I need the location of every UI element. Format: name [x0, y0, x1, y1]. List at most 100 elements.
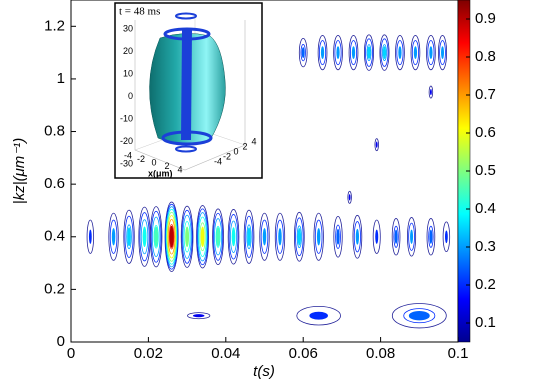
inset-z-tick: 10: [123, 68, 133, 78]
colorbar-tick-label: 0.6: [475, 124, 496, 141]
contour-line: [227, 209, 240, 265]
contour-line: [182, 214, 192, 259]
contour-line: [150, 210, 162, 263]
inset-y-tick: -4: [214, 156, 222, 166]
contour-line: [319, 40, 327, 66]
inset-z-tick: -10: [120, 113, 133, 123]
contour-line: [228, 214, 239, 260]
contour-line: [276, 219, 284, 254]
y-tick-label: 0.8: [44, 123, 65, 140]
x-tick-label: 0.06: [289, 345, 318, 362]
inset: t = 48 ms x(μm): [114, 2, 263, 179]
contour-peak: [247, 227, 251, 247]
contour-line: [333, 215, 343, 258]
colorbar-tick-label: 0.5: [475, 162, 496, 179]
contour-line: [123, 209, 135, 264]
contour-peak: [429, 229, 433, 244]
contour-line: [313, 212, 324, 261]
contour-line: [428, 85, 434, 99]
contour-line: [215, 225, 221, 248]
central-core: [181, 30, 192, 140]
contour-line: [353, 221, 361, 253]
inset-z-tick: 30: [123, 23, 133, 33]
y-tick-label: 1: [57, 70, 65, 87]
contour-line: [274, 212, 286, 261]
y-tick-label: 0: [57, 333, 65, 350]
contour-peak: [142, 226, 147, 248]
contour-peak: [336, 46, 340, 59]
contour-line: [260, 219, 269, 254]
contour-line: [244, 215, 254, 258]
contour-line: [349, 40, 358, 66]
contour-line: [410, 35, 421, 71]
x-axis-label: t(s): [253, 363, 275, 380]
contour-line: [395, 35, 405, 71]
contour-peak: [375, 229, 379, 244]
contour-line: [442, 221, 451, 253]
contour-line: [348, 35, 359, 71]
contour-line: [126, 224, 132, 250]
contour-peak: [88, 229, 92, 244]
contour-peak: [351, 46, 356, 59]
inset-x-tick: 2: [164, 161, 169, 171]
contour-peak: [316, 228, 321, 246]
colorbar-tick-label: 0.9: [475, 10, 496, 27]
contour-line: [167, 219, 176, 255]
inset-z-tick: -20: [120, 136, 133, 146]
contour-line: [407, 217, 417, 257]
contour-line: [181, 209, 193, 264]
contour-line: [426, 35, 436, 71]
contour-line: [335, 224, 341, 249]
contour-line: [352, 214, 363, 259]
contour-peak: [336, 228, 340, 245]
inset-z-tick: 20: [123, 46, 133, 56]
contour-line: [372, 219, 381, 254]
contour-peak: [278, 228, 282, 246]
contour-peak: [394, 229, 398, 244]
colorbar-tick-label: 0.2: [475, 276, 496, 293]
contour-line: [347, 190, 352, 204]
contour-line: [426, 218, 436, 256]
contour-peak: [398, 46, 402, 59]
contour-peak: [444, 230, 448, 244]
contour-peak: [441, 46, 445, 59]
contour-line: [212, 208, 224, 266]
contour-line: [296, 225, 302, 249]
x-tick-label: 0: [67, 345, 75, 362]
inset-x-tick: -4: [124, 150, 132, 160]
contour-peak: [367, 46, 371, 59]
contour-line: [295, 217, 304, 257]
contour-peak: [154, 226, 159, 248]
contour-line: [86, 219, 95, 254]
contour-peak: [413, 46, 418, 59]
x-tick-label: 0.04: [211, 345, 240, 362]
contour-line: [259, 212, 270, 261]
contour-line: [403, 308, 436, 324]
bottom-cap: [175, 145, 197, 153]
contour-line: [374, 138, 379, 152]
colorbar-tick-label: 0.3: [475, 238, 496, 255]
contour-line: [294, 211, 305, 262]
contour-peak: [408, 310, 430, 321]
inset-title: t = 48 ms: [119, 6, 160, 18]
plot-area: [86, 34, 451, 329]
y-tick-label: 0.6: [44, 175, 65, 192]
inset-x-tick: 4: [177, 164, 182, 174]
contour-peak: [355, 228, 360, 245]
contour-line: [439, 40, 446, 66]
contour-line: [296, 305, 341, 326]
contour-line: [180, 205, 194, 268]
contour-peak: [348, 194, 351, 201]
contour-line: [366, 44, 372, 61]
contour-line: [168, 224, 175, 250]
inset-x-label: x(μm): [148, 168, 173, 178]
contour-line: [391, 218, 401, 256]
contour-peak: [429, 46, 433, 59]
inset-y-tick: -2: [223, 151, 231, 161]
contour-line: [139, 212, 150, 262]
contour-line: [427, 40, 435, 66]
contour-line: [108, 212, 119, 261]
contour-peak: [231, 227, 236, 247]
inset-x-tick: 0: [151, 157, 156, 167]
inset-y-tick: 4: [251, 136, 256, 146]
